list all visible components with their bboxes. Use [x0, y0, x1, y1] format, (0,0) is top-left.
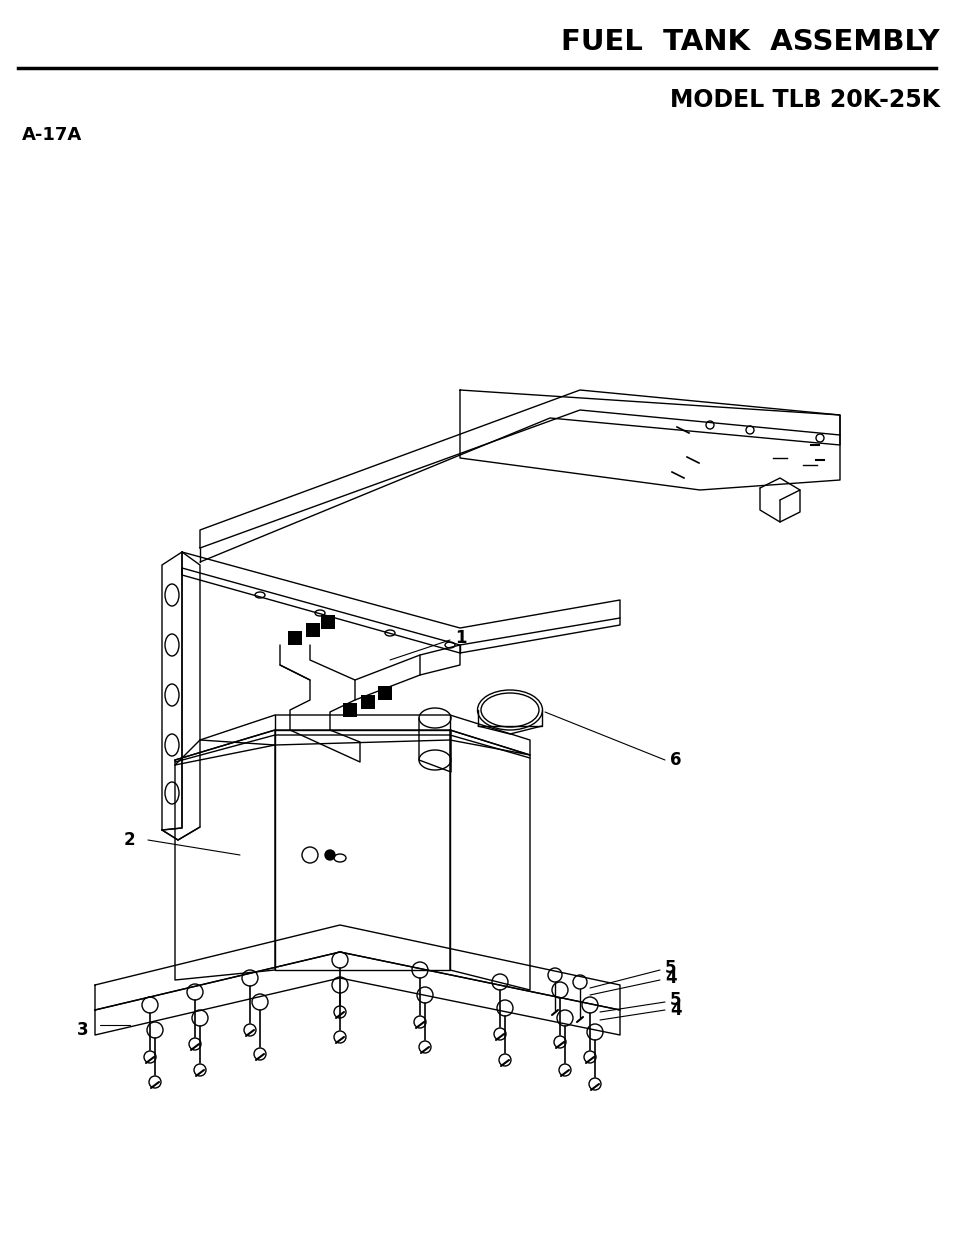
- Bar: [320, 615, 335, 629]
- Bar: [306, 622, 319, 637]
- Text: 1: 1: [455, 629, 466, 647]
- Text: MODEL TLB 20K-25K: MODEL TLB 20K-25K: [669, 88, 939, 112]
- Text: 4: 4: [664, 969, 676, 987]
- Text: FUEL  TANK  ASSEMBLY: FUEL TANK ASSEMBLY: [561, 28, 939, 56]
- Circle shape: [325, 850, 335, 860]
- Bar: [360, 695, 375, 709]
- Bar: [288, 631, 302, 645]
- Bar: [377, 685, 392, 700]
- Text: A-17A: A-17A: [22, 126, 82, 144]
- Text: 6: 6: [669, 751, 680, 769]
- Text: 3: 3: [76, 1021, 88, 1039]
- Text: 5: 5: [664, 960, 676, 977]
- Text: 2: 2: [123, 831, 135, 848]
- Bar: [343, 703, 356, 718]
- Text: 5: 5: [669, 990, 680, 1009]
- Text: 4: 4: [669, 1002, 680, 1019]
